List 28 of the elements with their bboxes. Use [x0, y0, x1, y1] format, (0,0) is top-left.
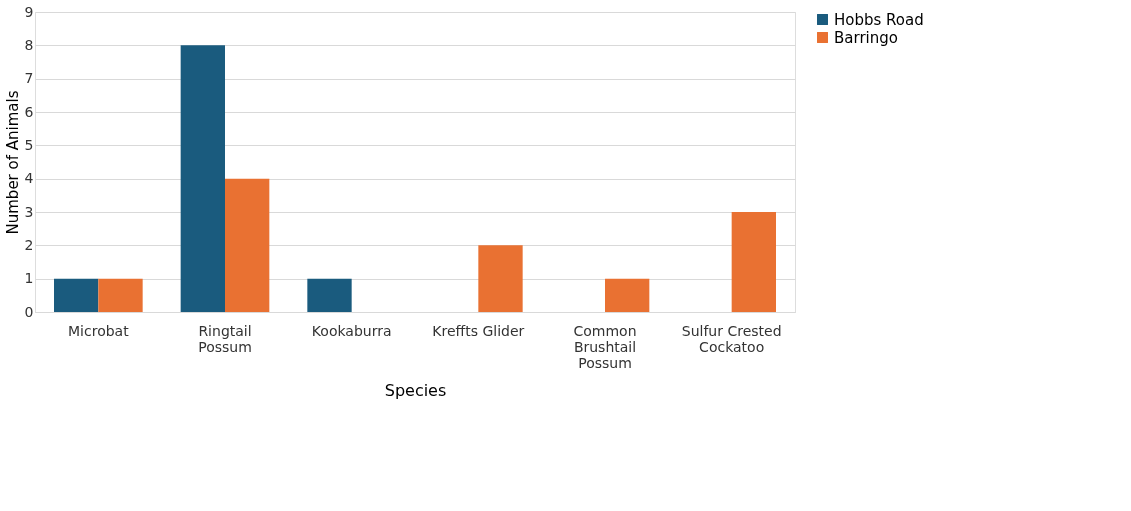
x-tick-label: Kreffts Glider: [432, 322, 525, 339]
y-tick-label: 9: [24, 3, 34, 20]
y-tick-label: 8: [24, 36, 34, 53]
y-tick-label: 5: [24, 136, 34, 153]
x-axis-title: Species: [384, 380, 447, 400]
bar: [307, 278, 352, 312]
bar: [54, 278, 99, 312]
bar: [98, 278, 143, 312]
bar: [225, 178, 270, 312]
x-tick-label: Sulfur Crested Cockatoo: [681, 322, 782, 355]
bar: [605, 278, 650, 312]
y-tick-label: 1: [24, 270, 34, 287]
y-tick-label: 3: [24, 203, 34, 220]
x-tick-label: Common Brushtail Possum: [573, 322, 637, 371]
legend-label: Barringo: [834, 28, 898, 47]
y-tick-label: 6: [24, 103, 34, 120]
x-tick-label: Ringtail Possum: [198, 322, 252, 355]
y-tick-label: 7: [24, 70, 34, 87]
bar: [478, 245, 523, 312]
bar: [731, 212, 776, 312]
y-tick-label: 2: [24, 236, 34, 253]
x-tick-label: Kookaburra: [311, 322, 392, 339]
legend-label: Hobbs Road: [834, 10, 924, 29]
y-tick-label: 0: [24, 303, 34, 320]
y-tick-label: 4: [24, 170, 34, 187]
x-tick-label: Microbat: [68, 322, 130, 339]
bar: [180, 45, 225, 312]
y-axis-title: Number of Animals: [3, 90, 22, 235]
